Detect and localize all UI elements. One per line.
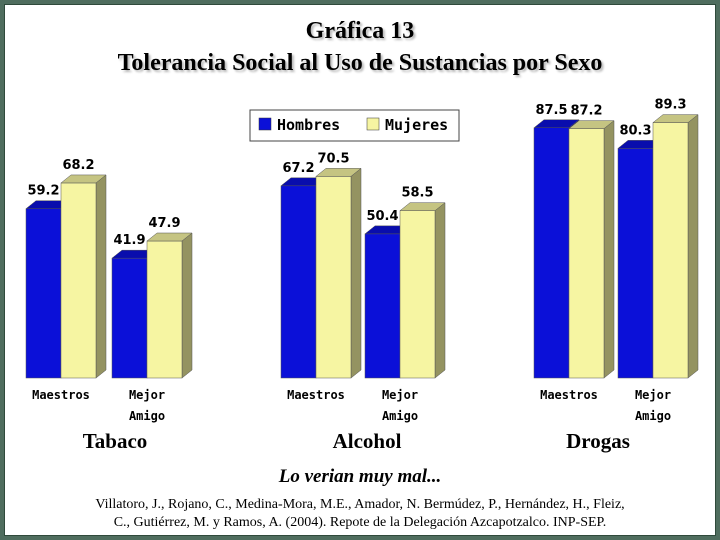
category-label-4: Maestros <box>540 388 598 402</box>
value-label-hombres-1: 41.9 <box>113 233 145 248</box>
bar-mujeres-1 <box>146 240 183 379</box>
bar-mujeres-4 <box>568 128 605 379</box>
bar-hombres-0 <box>25 208 62 379</box>
value-label-hombres-3: 50.4 <box>366 209 398 224</box>
bar-mujeres-2-top <box>315 168 362 177</box>
bar-mujeres-0-side <box>95 174 107 379</box>
legend-label-hombres: Hombres <box>277 116 340 134</box>
value-label-mujeres-1: 47.9 <box>148 216 180 231</box>
value-label-mujeres-0: 68.2 <box>62 158 94 173</box>
bar-mujeres-1-top <box>146 232 193 242</box>
bar-mujeres-1-side <box>181 232 193 379</box>
value-label-hombres-5: 80.3 <box>619 123 651 138</box>
chart-subtitle: Tolerancia Social al Uso de Sustancias p… <box>117 50 603 76</box>
bar-mujeres-0 <box>60 182 97 379</box>
bar-mujeres-2-side <box>350 167 362 379</box>
value-label-mujeres-3: 58.5 <box>401 186 433 201</box>
bar-mujeres-3-top <box>399 202 446 211</box>
category-label-5: Mejor <box>635 388 671 402</box>
bar-mujeres-0-top <box>60 174 107 184</box>
bar-mujeres-4-side <box>603 120 615 379</box>
group-label-alcohol: Alcohol <box>333 429 402 453</box>
bar-hombres-1 <box>111 257 148 379</box>
bar-hombres-3 <box>364 233 401 379</box>
bar-mujeres-3 <box>399 210 436 379</box>
bar-mujeres-2 <box>315 176 352 379</box>
value-label-mujeres-2: 70.5 <box>317 151 349 166</box>
value-label-hombres-4: 87.5 <box>535 103 567 118</box>
legend-box <box>249 109 460 142</box>
legend-swatch-mujeres <box>366 117 380 131</box>
legend-swatch-hombres <box>258 117 272 131</box>
category-label-0: Maestros <box>32 388 90 402</box>
bar-mujeres-4-top <box>568 120 615 129</box>
value-label-mujeres-5: 89.3 <box>654 98 686 113</box>
category-label-1-line2: Amigo <box>129 409 165 423</box>
category-label-2: Maestros <box>287 388 345 402</box>
bar-hombres-5 <box>617 148 654 379</box>
value-label-hombres-0: 59.2 <box>27 184 59 199</box>
category-label-3-line2: Amigo <box>382 409 418 423</box>
legend-label-mujeres: Mujeres <box>385 116 448 134</box>
category-label-3: Mejor <box>382 388 418 402</box>
citation-line-1: Villatoro, J., Rojano, C., Medina-Mora, … <box>95 497 625 512</box>
category-label-5-line2: Amigo <box>635 409 671 423</box>
chart-title: Gráfica 13 <box>305 18 415 44</box>
group-label-drogas: Drogas <box>566 429 630 453</box>
bar-mujeres-5 <box>652 122 689 379</box>
bar-hombres-4 <box>533 127 570 379</box>
bar-mujeres-5-side <box>687 114 699 379</box>
bar-hombres-2 <box>280 185 317 379</box>
bar-mujeres-5-top <box>652 114 699 123</box>
citation: Villatoro, J., Rojano, C., Medina-Mora, … <box>40 496 680 532</box>
value-label-mujeres-4: 87.2 <box>570 104 602 119</box>
value-label-hombres-2: 67.2 <box>282 161 314 176</box>
citation-line-2: C., Gutiérrez, M. y Ramos, A. (2004). Re… <box>113 515 607 530</box>
group-label-tabaco: Tabaco <box>83 429 148 453</box>
bar-hombres-4-top <box>533 119 580 128</box>
category-label-1: Mejor <box>129 388 165 402</box>
x-axis-caption: Lo verian muy mal... <box>278 466 442 487</box>
bar-mujeres-3-side <box>434 202 446 379</box>
